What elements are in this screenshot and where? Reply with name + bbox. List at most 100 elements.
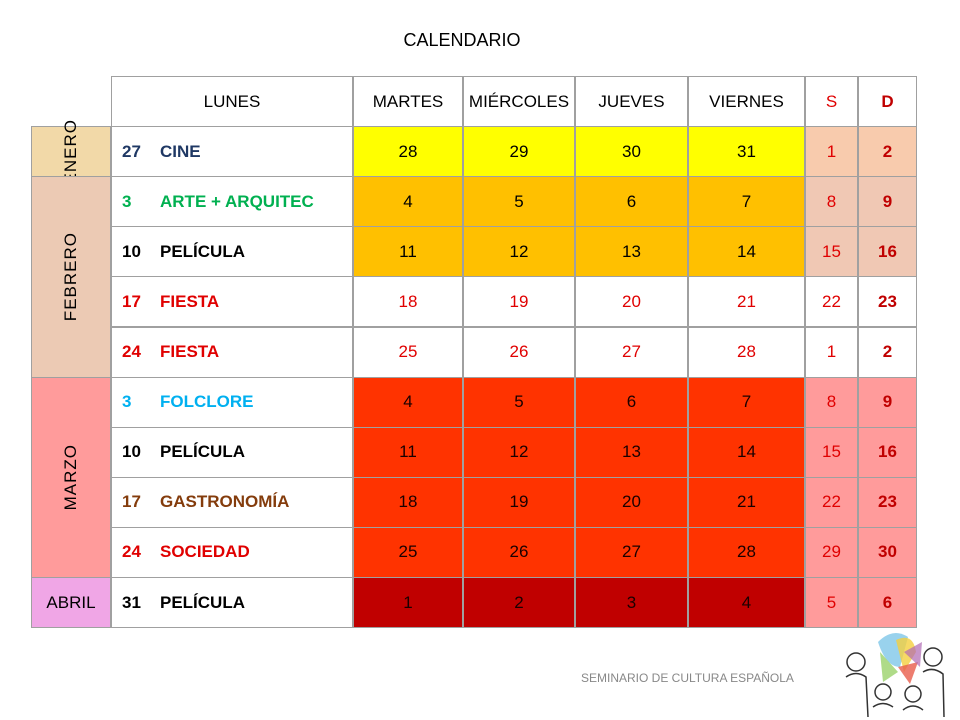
day-cell: 31 xyxy=(688,126,805,178)
day-number: 3 xyxy=(122,392,132,412)
day-cell: 1 xyxy=(805,126,858,178)
day-cell: 11 xyxy=(353,426,463,478)
day-cell: 2 xyxy=(463,577,575,629)
day-cell: 23 xyxy=(858,476,917,528)
day-cell: 18 xyxy=(353,476,463,528)
week-activity: 10 PELÍCULA xyxy=(111,426,353,478)
day-cell: 28 xyxy=(353,126,463,178)
day-cell: 21 xyxy=(688,476,805,528)
week-activity: 3 ARTE + ARQUITEC xyxy=(111,176,353,228)
day-cell: 20 xyxy=(575,476,688,528)
day-cell: 5 xyxy=(805,577,858,629)
day-cell: 15 xyxy=(805,226,858,278)
day-cell: 5 xyxy=(463,176,575,228)
day-cell: 11 xyxy=(353,226,463,278)
day-cell: 27 xyxy=(575,326,688,378)
day-cell: 13 xyxy=(575,426,688,478)
day-cell: 25 xyxy=(353,526,463,578)
day-cell: 14 xyxy=(688,426,805,478)
activity-name: PELÍCULA xyxy=(160,241,245,261)
day-cell: 29 xyxy=(463,126,575,178)
activity-name: PELÍCULA xyxy=(160,592,245,612)
month-label: MARZO xyxy=(61,444,80,511)
day-cell: 8 xyxy=(805,176,858,228)
day-cell: 29 xyxy=(805,526,858,578)
day-cell: 26 xyxy=(463,326,575,378)
activity-name: PELÍCULA xyxy=(160,442,245,462)
day-number: 17 xyxy=(122,291,141,311)
day-cell: 13 xyxy=(575,226,688,278)
month-label: ABRIL xyxy=(46,592,96,612)
day-number: 31 xyxy=(122,592,141,612)
day-cell: 1 xyxy=(805,326,858,378)
week-activity: 24 SOCIEDAD xyxy=(111,526,353,578)
activity-name: SOCIEDAD xyxy=(160,542,250,562)
day-cell: 25 xyxy=(353,326,463,378)
day-number: 10 xyxy=(122,442,141,462)
day-cell: 6 xyxy=(858,577,917,629)
column-header: S xyxy=(805,76,858,128)
day-cell: 28 xyxy=(688,526,805,578)
day-number: 3 xyxy=(122,191,132,211)
month-cell: ABRIL xyxy=(31,577,111,629)
day-cell: 16 xyxy=(858,426,917,478)
day-cell: 18 xyxy=(353,276,463,328)
day-number: 17 xyxy=(122,492,141,512)
day-number: 24 xyxy=(122,342,141,362)
day-cell: 21 xyxy=(688,276,805,328)
day-cell: 3 xyxy=(575,577,688,629)
day-cell: 26 xyxy=(463,526,575,578)
day-cell: 6 xyxy=(575,376,688,428)
column-header: MIÉRCOLES xyxy=(463,76,575,128)
activity-name: FIESTA xyxy=(160,291,220,311)
day-cell: 19 xyxy=(463,276,575,328)
day-cell: 4 xyxy=(688,577,805,629)
day-cell: 5 xyxy=(463,376,575,428)
month-cell: ENERO xyxy=(31,119,111,184)
day-number: 27 xyxy=(122,141,141,161)
day-cell: 1 xyxy=(353,577,463,629)
week-activity: 17 FIESTA xyxy=(111,276,353,328)
month-cell: FEBRERO xyxy=(31,176,111,378)
day-cell: 12 xyxy=(463,226,575,278)
activity-name: GASTRONOMÍA xyxy=(160,492,290,512)
activity-name: FOLCLORE xyxy=(160,392,254,412)
week-activity: 31 PELÍCULA xyxy=(111,577,353,629)
activity-name: CINE xyxy=(160,141,201,161)
day-cell: 30 xyxy=(575,126,688,178)
week-activity: 3 FOLCLORE xyxy=(111,376,353,428)
day-cell: 7 xyxy=(688,376,805,428)
day-cell: 2 xyxy=(858,326,917,378)
footer-text: SEMINARIO DE CULTURA ESPAÑOLA xyxy=(581,671,794,685)
day-cell: 22 xyxy=(805,476,858,528)
column-header: MARTES xyxy=(353,76,463,128)
day-cell: 14 xyxy=(688,226,805,278)
week-activity: 27 CINE xyxy=(111,126,353,178)
day-cell: 30 xyxy=(858,526,917,578)
day-cell: 28 xyxy=(688,326,805,378)
column-header: VIERNES xyxy=(688,76,805,128)
day-cell: 4 xyxy=(353,176,463,228)
day-cell: 4 xyxy=(353,376,463,428)
day-cell: 22 xyxy=(805,276,858,328)
month-label: FEBRERO xyxy=(61,232,80,322)
week-activity: 10 PELÍCULA xyxy=(111,226,353,278)
logo xyxy=(845,633,945,718)
day-cell: 15 xyxy=(805,426,858,478)
activity-name: ARTE + ARQUITEC xyxy=(160,191,314,211)
day-cell: 2 xyxy=(858,126,917,178)
day-cell: 19 xyxy=(463,476,575,528)
week-activity: 24 FIESTA xyxy=(111,326,353,378)
day-cell: 16 xyxy=(858,226,917,278)
day-number: 24 xyxy=(122,542,141,562)
month-label: ENERO xyxy=(61,118,80,185)
activity-name: FIESTA xyxy=(160,342,220,362)
day-cell: 20 xyxy=(575,276,688,328)
title: CALENDARIO xyxy=(403,30,521,50)
day-number: 10 xyxy=(122,241,141,261)
day-cell: 27 xyxy=(575,526,688,578)
column-header: D xyxy=(858,76,917,128)
day-cell: 8 xyxy=(805,376,858,428)
month-cell: MARZO xyxy=(31,376,111,578)
